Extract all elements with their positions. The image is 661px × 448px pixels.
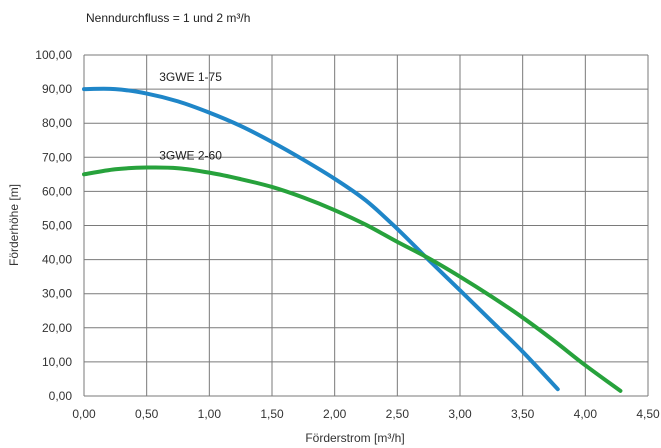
x-axis-label: Förderstrom [m³/h] (305, 431, 404, 445)
chart-title: Nenndurchfluss = 1 und 2 m³/h (86, 11, 250, 25)
series-line-2 (82, 165, 623, 393)
y-tick-label: 90,00 (42, 82, 72, 96)
y-tick-label: 10,00 (42, 355, 72, 369)
x-tick-label: 3,00 (448, 407, 472, 421)
x-tick-label: 2,50 (386, 407, 410, 421)
x-tick-label: 0,50 (135, 407, 159, 421)
y-axis-label: Förderhöhe [m] (7, 184, 21, 266)
series-line-1 (82, 86, 560, 392)
series-label-2: 3GWE 2-60 (159, 149, 222, 163)
x-tick-label: 3,50 (511, 407, 535, 421)
x-tick-label: 2,00 (323, 407, 347, 421)
y-axis-ticks: 0,00 10,00 20,00 30,00 40,00 50,00 60,00 70,00 8… (35, 48, 72, 403)
series-layer: 3GWE 1-75 3GWE 2-60 (82, 70, 623, 393)
y-tick-label: 40,00 (42, 253, 72, 267)
x-tick-label: 4,00 (574, 407, 598, 421)
x-tick-label: 1,00 (198, 407, 222, 421)
y-tick-label: 50,00 (42, 219, 72, 233)
y-tick-label: 80,00 (42, 116, 72, 130)
y-tick-label: 30,00 (42, 287, 72, 301)
y-tick-label: 20,00 (42, 321, 72, 335)
y-tick-label: 100,00 (35, 48, 72, 62)
x-tick-label: 1,50 (260, 407, 284, 421)
x-tick-label: 0,00 (72, 407, 96, 421)
series-label-1: 3GWE 1-75 (159, 70, 222, 84)
x-tick-label: 4,50 (636, 407, 660, 421)
y-tick-label: 0,00 (49, 389, 73, 403)
y-tick-label: 70,00 (42, 150, 72, 164)
y-tick-label: 60,00 (42, 184, 72, 198)
grid (83, 54, 649, 397)
x-axis-ticks: 0,00 0,50 1,00 1,50 2,00 2,50 3,00 3,50 4,00 4,50 (72, 407, 660, 421)
